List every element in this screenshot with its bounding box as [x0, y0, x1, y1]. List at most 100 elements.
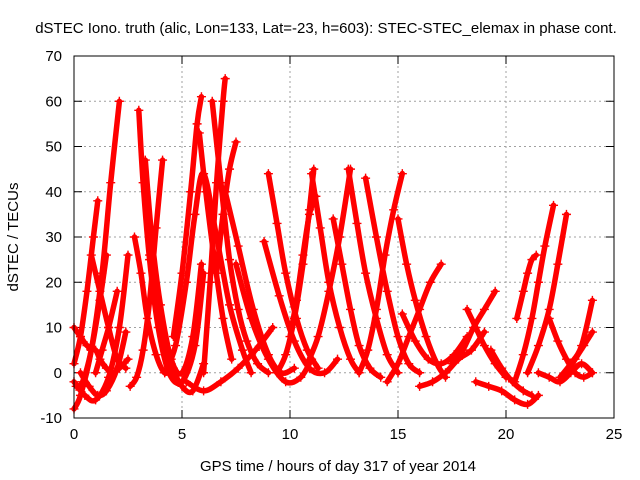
data-point: [151, 350, 161, 360]
x-tick-label: 5: [178, 426, 186, 443]
data-point: [393, 332, 403, 342]
data-point: [216, 377, 226, 387]
data-point: [82, 341, 92, 351]
data-point: [479, 327, 489, 337]
series-arc-30: [343, 164, 403, 378]
data-point: [315, 223, 325, 233]
data-point: [250, 345, 260, 355]
data-point: [114, 96, 124, 106]
data-point: [402, 259, 412, 269]
data-point: [91, 368, 101, 378]
series-arc-24: [259, 237, 343, 378]
data-point: [428, 377, 438, 387]
data-point: [518, 350, 528, 360]
y-tick-label: -10: [40, 410, 62, 427]
data-point: [533, 368, 543, 378]
data-point: [281, 377, 291, 387]
data-point: [410, 295, 420, 305]
y-tick-label: 20: [45, 274, 62, 291]
data-point: [466, 345, 476, 355]
data-point: [471, 377, 481, 387]
series-line: [287, 193, 319, 340]
data-point: [484, 381, 494, 391]
data-point: [274, 291, 284, 301]
data-point: [393, 359, 403, 369]
data-point: [101, 386, 111, 396]
data-point: [212, 268, 222, 278]
data-point: [415, 304, 425, 314]
data-point: [233, 304, 243, 314]
y-tick-label: 50: [45, 139, 62, 156]
data-point: [285, 332, 295, 342]
data-point: [527, 313, 537, 323]
data-point: [441, 368, 451, 378]
series-arc-42: [512, 250, 541, 323]
data-point: [218, 209, 228, 219]
data-point: [523, 399, 533, 409]
data-point: [345, 304, 355, 314]
data-point: [227, 354, 237, 364]
data-point: [177, 368, 187, 378]
data-point: [101, 250, 111, 260]
data-point: [80, 390, 90, 400]
data-point: [302, 359, 312, 369]
data-point: [112, 286, 122, 296]
data-point: [462, 304, 472, 314]
data-point: [186, 187, 196, 197]
data-point: [289, 363, 299, 373]
data-point: [544, 372, 554, 382]
data-point: [272, 218, 282, 228]
data-point: [587, 327, 597, 337]
y-axis-label: dSTEC / TECUs: [5, 183, 22, 292]
data-point: [207, 96, 217, 106]
data-point: [553, 336, 563, 346]
series-arc-41: [510, 200, 559, 387]
data-point: [577, 359, 587, 369]
data-point: [361, 173, 371, 183]
data-point: [160, 368, 170, 378]
data-point: [328, 214, 338, 224]
data-point: [201, 187, 211, 197]
data-point: [220, 74, 230, 84]
data-point: [190, 209, 200, 219]
data-point: [579, 341, 589, 351]
data-point: [510, 377, 520, 387]
data-point: [106, 178, 116, 188]
data-point: [497, 386, 507, 396]
data-point: [225, 255, 235, 265]
data-point: [88, 232, 98, 242]
data-point: [527, 390, 537, 400]
data-point: [307, 169, 317, 179]
data-point: [531, 250, 541, 260]
data-point: [263, 368, 273, 378]
data-point: [415, 368, 425, 378]
data-point: [253, 359, 263, 369]
data-point: [518, 386, 528, 396]
data-point: [320, 368, 330, 378]
series-arc-28: [302, 164, 355, 369]
data-point: [194, 128, 204, 138]
data-point: [544, 304, 554, 314]
x-tick-label: 25: [606, 426, 623, 443]
data-point: [304, 209, 314, 219]
series-arc-45: [533, 359, 597, 387]
data-point: [313, 332, 323, 342]
data-point: [199, 368, 209, 378]
data-point: [125, 381, 135, 391]
data-point: [181, 277, 191, 287]
data-point: [324, 286, 334, 296]
series-arc-31: [354, 169, 407, 378]
series-arc-47: [561, 327, 597, 378]
plot-frame: [73, 55, 615, 419]
data-point: [158, 155, 168, 165]
x-tick-label: 20: [498, 426, 515, 443]
data-point: [486, 345, 496, 355]
data-point: [335, 323, 345, 332]
series-line: [308, 170, 362, 376]
data-point: [533, 277, 543, 287]
data-point: [263, 354, 273, 364]
data-point: [181, 377, 191, 387]
data-point: [82, 286, 92, 296]
data-point: [147, 232, 157, 242]
data-point: [345, 354, 355, 364]
